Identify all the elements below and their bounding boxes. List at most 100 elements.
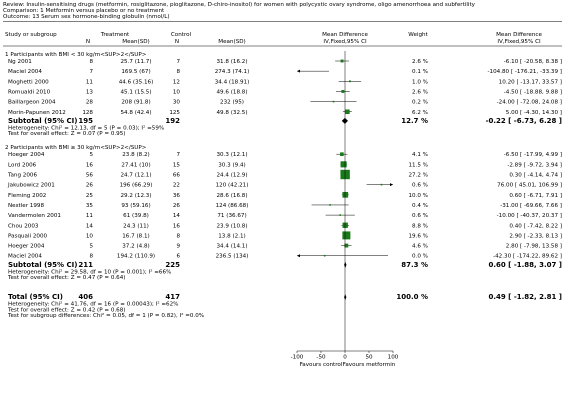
point-estimate xyxy=(380,183,383,186)
subtotal-diamond xyxy=(344,261,347,268)
control-mean-sd: 13.8 (2.1) xyxy=(218,233,246,239)
treatment-mean-sd: 196 (66.29) xyxy=(120,183,153,189)
study-ci: -4.50 [ -18.88, 9.88 ] xyxy=(504,89,562,95)
treatment-n: 5 xyxy=(89,152,93,158)
point-estimate xyxy=(340,152,344,157)
treatment-mean-sd: 208 (91.8) xyxy=(121,100,150,106)
subgroup-diff-text: Test for subgroup differences: Chi² = 0.… xyxy=(7,312,204,319)
treatment-mean-sd: 16.7 (8.1) xyxy=(122,233,150,239)
study-name: Chou 2003 xyxy=(8,223,39,229)
treatment-mean-sd: 44.6 (35.16) xyxy=(119,79,154,85)
outcome-title: Outcome: 13 Serum sex hormone-binding gl… xyxy=(3,14,170,20)
study-ci: 0.30 [ -4.14, 4.74 ] xyxy=(509,173,562,179)
study-ci: 0.40 [ -7.42, 8.22 ] xyxy=(509,223,562,229)
study-weight: 10.0 % xyxy=(408,193,428,199)
col-header-treatment-n: N xyxy=(86,39,90,45)
control-n: 125 xyxy=(169,110,180,116)
control-mean-sd: 34.4 (14.1) xyxy=(216,244,247,250)
control-mean-sd: 236.5 (134) xyxy=(216,254,249,260)
overall-effect-text: Test for overall effect: Z = 0.07 (P = 0… xyxy=(7,131,125,137)
subtotal-label: Subtotal (95% CI) xyxy=(8,261,77,269)
study-ci: -10.00 [ -40.37, 20.37 ] xyxy=(497,213,562,219)
overall-effect-text: Test for overall effect: Z = 0.47 (P = 0… xyxy=(7,275,125,281)
point-estimate xyxy=(340,59,344,63)
study-weight: 1.0 % xyxy=(412,79,428,85)
control-mean-sd: 124 (86.68) xyxy=(216,203,249,209)
study-weight: 2.6 % xyxy=(412,59,428,65)
study-ci: -24.00 [ -72.08, 24.08 ] xyxy=(497,100,562,106)
col-header-md: Mean Difference xyxy=(322,32,368,38)
subtotal-ci: 0.60 [ -1.88, 3.07 ] xyxy=(488,261,562,269)
treatment-n: 11 xyxy=(86,213,94,219)
treatment-n: 28 xyxy=(86,100,94,106)
total-label: Total (95% CI) xyxy=(8,293,63,301)
control-mean-sd: 30.3 (12.1) xyxy=(216,152,247,158)
subtotal-control-n: 225 xyxy=(165,261,180,269)
control-n: 12 xyxy=(173,79,180,85)
study-weight: 0.6 % xyxy=(412,183,428,189)
subtotal-treatment-n: 211 xyxy=(78,261,93,269)
review-title: Review: Insulin-sensitising drugs (metfo… xyxy=(3,2,475,8)
control-n: 7 xyxy=(176,59,180,65)
subtotal-weight: 12.7 % xyxy=(401,117,428,125)
heterogeneity-text: Heterogeneity: Chi² = 29.58, df = 10 (P … xyxy=(8,268,171,275)
point-estimate xyxy=(344,243,349,248)
point-estimate xyxy=(340,161,347,168)
control-mean-sd: 120 (42.21) xyxy=(216,183,249,189)
subtotal-weight: 87.3 % xyxy=(401,261,428,269)
x-axis-tick-label: 100 xyxy=(388,355,399,361)
heterogeneity-text: Heterogeneity: Chi² = 12.13, df = 5 (P =… xyxy=(8,124,164,131)
control-n: 26 xyxy=(173,203,181,209)
treatment-mean-sd: 93 (59.16) xyxy=(121,203,150,209)
treatment-n: 10 xyxy=(86,233,94,239)
study-name: Lord 2006 xyxy=(8,162,37,168)
treatment-mean-sd: 24.7 (12.1) xyxy=(120,173,151,179)
total-treatment-n: 406 xyxy=(78,293,93,301)
study-name: Hoeger 2004 xyxy=(8,152,45,158)
study-ci: 76.00 [ 45.01, 106.99 ] xyxy=(497,183,562,189)
study-weight: 11.5 % xyxy=(408,162,428,168)
control-n: 8 xyxy=(176,233,180,239)
control-mean-sd: 71 (36.67) xyxy=(217,213,246,219)
control-mean-sd: 34.4 (18.91) xyxy=(215,79,250,85)
study-name: Maciel 2004 xyxy=(8,69,42,75)
treatment-n: 128 xyxy=(82,110,93,116)
control-mean-sd: 30.3 (9.4) xyxy=(218,162,246,168)
treatment-mean-sd: 61 (39.8) xyxy=(123,213,149,219)
point-estimate xyxy=(323,254,326,257)
total-heterogeneity-text: Heterogeneity: Chi² = 41.76, df = 16 (P … xyxy=(8,300,178,307)
study-ci: 5.00 [ -4.30, 14.30 ] xyxy=(506,110,562,116)
treatment-mean-sd: 25.7 (11.7) xyxy=(120,59,151,65)
study-weight: 4.6 % xyxy=(412,244,428,250)
study-weight: 0.6 % xyxy=(412,213,428,219)
study-ci: -31.00 [ -69.66, 7.66 ] xyxy=(500,203,562,209)
point-estimate xyxy=(341,89,345,93)
x-axis-tick-label: 0 xyxy=(343,355,347,361)
control-mean-sd: 31.8 (16.2) xyxy=(216,59,247,65)
treatment-n: 13 xyxy=(86,89,94,95)
treatment-mean-sd: 169.5 (67) xyxy=(121,69,150,75)
study-weight: 0.2 % xyxy=(412,100,428,106)
treatment-n: 26 xyxy=(86,183,94,189)
x-axis-tick-label: 50 xyxy=(365,355,373,361)
study-name: Ng 2001 xyxy=(8,59,32,65)
col-header-control: Control xyxy=(171,32,192,38)
study-ci: 2.90 [ -2.33, 8.13 ] xyxy=(509,233,562,239)
col-header-control-n: N xyxy=(175,39,179,45)
study-name: Moghetti 2000 xyxy=(8,79,49,85)
favours-left-label: Favours control xyxy=(300,362,343,368)
control-mean-sd: 23.9 (10.8) xyxy=(216,223,247,229)
treatment-mean-sd: 45.1 (15.5) xyxy=(120,89,151,95)
point-estimate xyxy=(345,109,350,114)
treatment-n: 25 xyxy=(86,193,94,199)
study-name: Romualdi 2010 xyxy=(8,89,51,95)
col-header-control-meansd: Mean(SD) xyxy=(218,39,245,45)
study-name: Pasquali 2000 xyxy=(8,233,48,239)
control-n: 7 xyxy=(176,152,180,158)
control-n: 16 xyxy=(173,223,181,229)
subtotal-ci: -0.22 [ -6.73, 6.28 ] xyxy=(486,117,562,125)
point-estimate xyxy=(348,80,351,83)
comparison-title: Comparison: 1 Metformin versus placebo o… xyxy=(3,8,165,14)
study-name: Morin-Papunen 2012 xyxy=(8,110,66,116)
col-header-treatment-meansd: Mean(SD) xyxy=(122,39,149,45)
